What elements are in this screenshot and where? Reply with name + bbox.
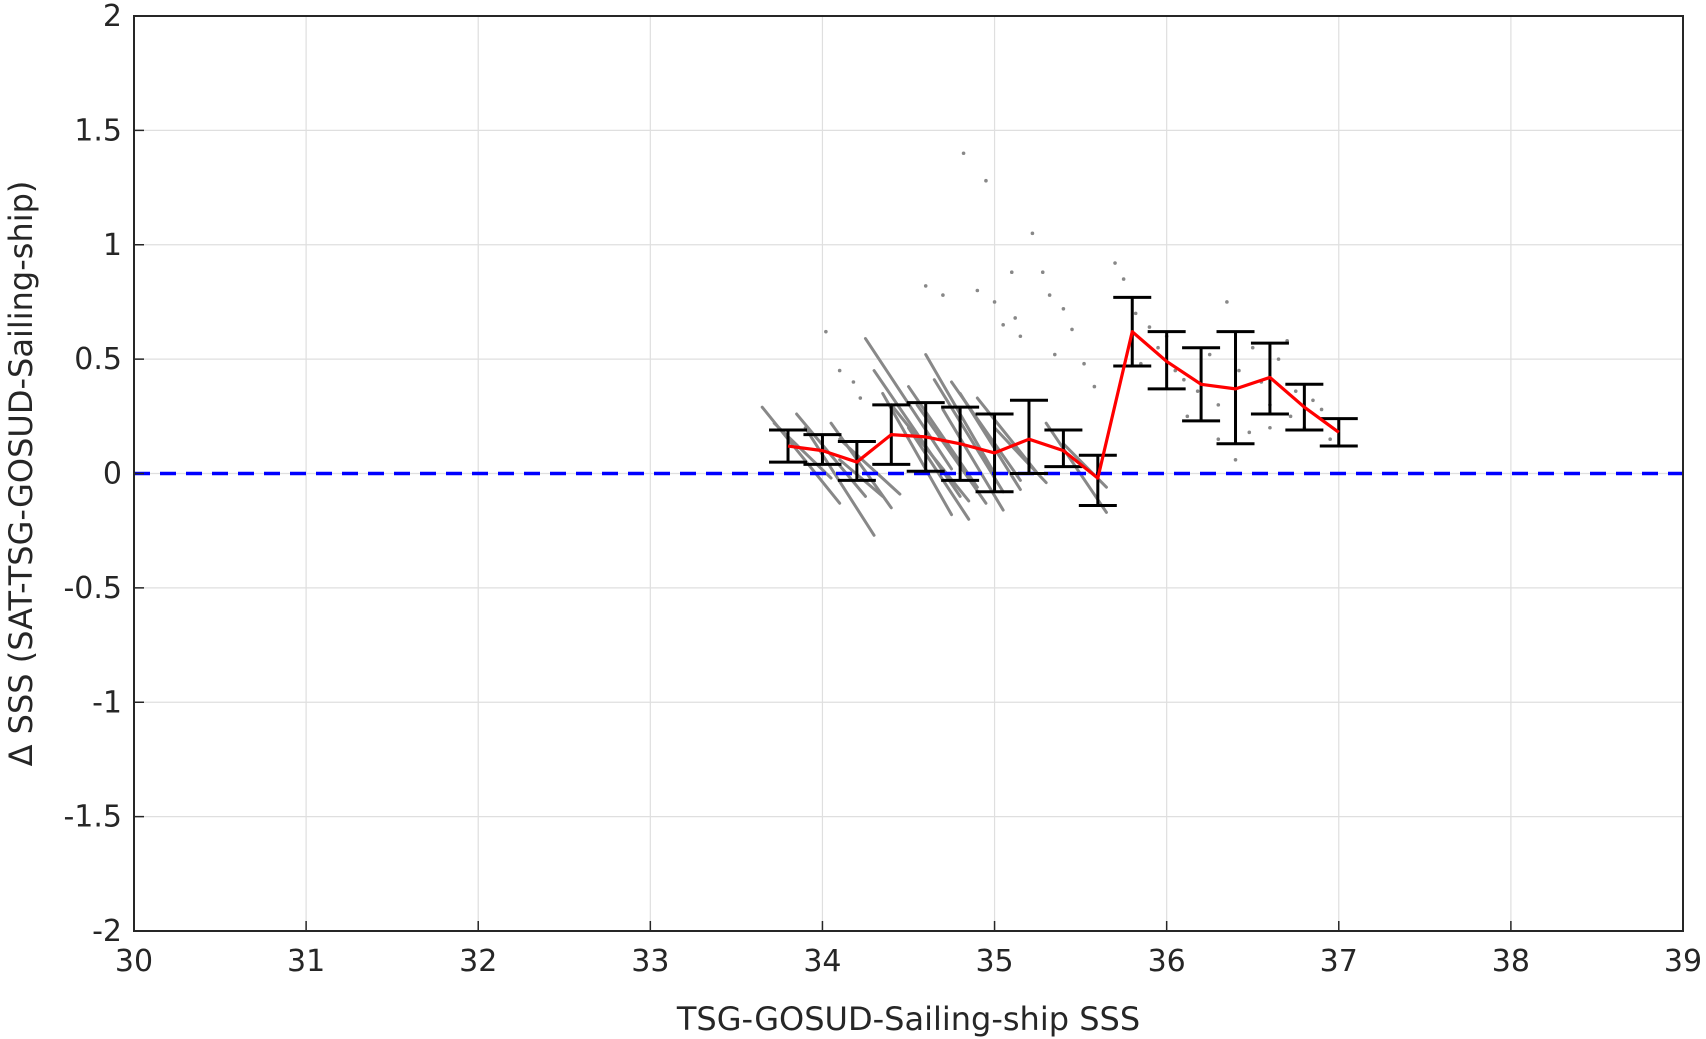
scatter-point xyxy=(1173,368,1178,373)
scatter-point xyxy=(1225,300,1229,304)
scatter-streak xyxy=(838,458,885,498)
scatter-point xyxy=(1052,352,1057,357)
scatter-point xyxy=(1182,377,1186,382)
scatter-point xyxy=(858,396,863,400)
scatter-streak xyxy=(932,378,1005,494)
scatter-point xyxy=(1216,403,1221,407)
scatter-point xyxy=(1009,270,1014,275)
scatter-point xyxy=(961,151,966,156)
scatter-point xyxy=(824,329,828,334)
y-tick-label: 1 xyxy=(103,228,122,263)
x-tick-label: 34 xyxy=(803,944,841,979)
x-tick-label: 35 xyxy=(975,944,1013,979)
y-tick-label: 0 xyxy=(103,457,122,492)
scatter-point xyxy=(1082,361,1086,366)
scatter-point xyxy=(1047,293,1052,297)
scatter-point xyxy=(992,300,997,304)
scatter-point xyxy=(1195,389,1200,393)
error-bar xyxy=(1078,453,1117,508)
scatter-point xyxy=(1216,437,1221,441)
scatter-point xyxy=(984,178,988,183)
scatter-point xyxy=(1030,231,1035,236)
scatter-streak xyxy=(907,426,971,521)
scatter-point xyxy=(1319,407,1324,412)
x-tick-label: 36 xyxy=(1148,944,1186,979)
scatter-point xyxy=(1185,414,1190,419)
scatter-point xyxy=(941,293,945,297)
scatter-streak xyxy=(881,391,954,517)
x-tick-label: 39 xyxy=(1664,944,1702,979)
scatter-point xyxy=(923,284,928,288)
x-tick-label: 32 xyxy=(459,944,497,979)
scatter-point xyxy=(1013,316,1018,320)
mean-line xyxy=(787,330,1340,480)
scatter-streak xyxy=(889,403,971,503)
y-tick-label: -1.5 xyxy=(63,800,122,835)
scatter-point xyxy=(1121,277,1126,281)
scatter-point xyxy=(1293,389,1298,393)
error-bars xyxy=(769,295,1358,508)
y-tick-label: -0.5 xyxy=(63,571,122,606)
scatter-point xyxy=(1328,437,1332,441)
scatter-point xyxy=(1207,352,1212,357)
x-tick-label: 38 xyxy=(1492,944,1530,979)
scatter-point xyxy=(1147,325,1152,329)
scatter-streak xyxy=(772,421,833,480)
x-tick-label: 37 xyxy=(1320,944,1358,979)
scatter-point xyxy=(1268,425,1272,430)
scatter-point xyxy=(837,368,842,373)
scatter-point xyxy=(851,380,856,384)
scatter-streak xyxy=(941,407,1005,512)
scatter-point xyxy=(975,288,980,293)
scatter-point xyxy=(1247,430,1252,435)
y-tick-label: 2 xyxy=(103,0,122,34)
scatter-point xyxy=(1018,334,1023,339)
y-tick-label: -1 xyxy=(92,685,122,720)
scatter-point xyxy=(1061,307,1066,311)
scatter-point xyxy=(1070,327,1074,332)
scatter-point xyxy=(1001,323,1005,327)
scatter-point xyxy=(1250,345,1255,350)
scatter-streak xyxy=(838,437,902,496)
y-tick-label: 1.5 xyxy=(74,113,122,148)
x-tick-label: 31 xyxy=(287,944,325,979)
x-tick-label: 33 xyxy=(631,944,669,979)
scatter-point xyxy=(1040,270,1045,275)
scatter-point xyxy=(1133,311,1138,316)
mean-line-path xyxy=(787,330,1340,480)
scatter-point xyxy=(1311,398,1315,403)
scatter-point xyxy=(1113,261,1117,265)
error-bar xyxy=(1009,398,1048,475)
x-tick-label: 30 xyxy=(115,944,153,979)
error-bar xyxy=(1044,428,1083,469)
scatter-point xyxy=(1092,384,1097,389)
scatter-streak xyxy=(915,403,988,505)
scatter-streak xyxy=(795,412,867,498)
x-axis-ticks: 30 31 32 33 34 35 36 37 38 39 xyxy=(115,921,1702,979)
y-tick-label: -2 xyxy=(92,914,122,949)
y-tick-label: 0.5 xyxy=(74,342,122,377)
scatter-streak xyxy=(872,369,962,498)
scatter-point xyxy=(1276,357,1281,361)
scatter-point xyxy=(1233,457,1238,462)
x-axis-label: TSG-GOSUD-Sailing-ship SSS xyxy=(676,1000,1140,1038)
scatter-point xyxy=(1156,345,1160,350)
scatter-point xyxy=(1237,368,1241,373)
y-axis-label: Δ SSS (SAT-TSG-GOSUD-Sailing-ship) xyxy=(2,181,40,767)
y-axis-ticks: -2 -1.5 -1 -0.5 0 0.5 1 1.5 2 xyxy=(63,0,144,949)
scatter-point xyxy=(1288,414,1293,419)
